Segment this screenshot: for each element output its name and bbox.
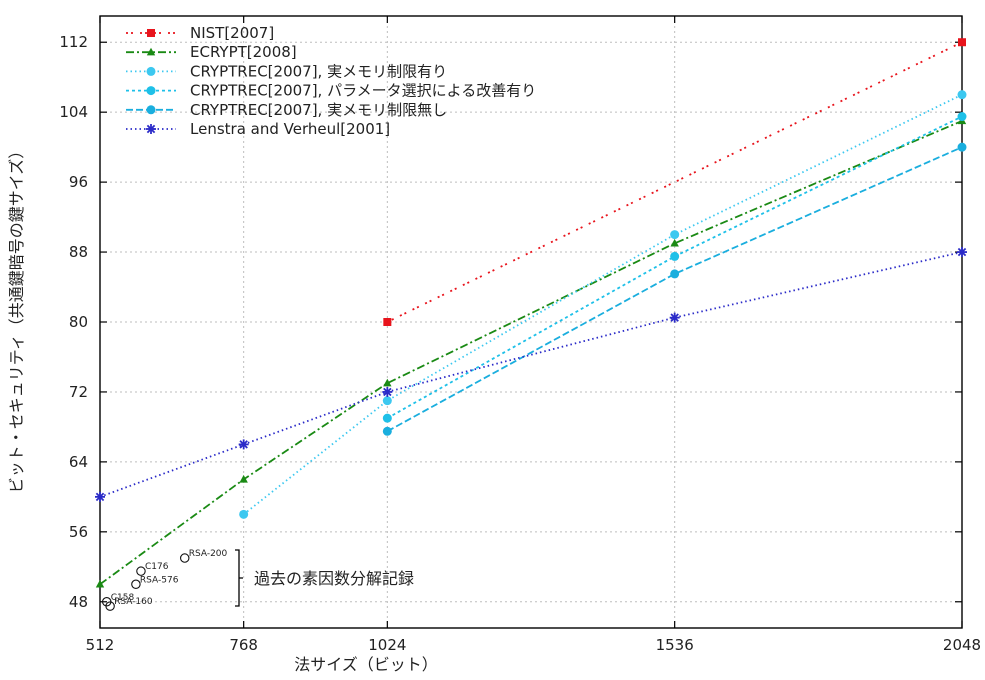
data-point	[239, 474, 248, 483]
legend-entry: CRYPTREC[2007], 実メモリ制限有り	[190, 62, 447, 80]
record-point	[136, 566, 146, 576]
x-axis-label: 法サイズ（ビット）	[294, 655, 438, 674]
star-stroke	[239, 440, 248, 449]
star-stroke	[957, 247, 967, 257]
record-point	[131, 579, 141, 590]
data-point	[670, 251, 680, 261]
series-line-5	[99, 251, 963, 498]
y-tick-label: 96	[69, 173, 88, 191]
record-label: RSA-576	[140, 575, 179, 585]
x-tick-label: 1024	[368, 636, 406, 654]
series-line-3	[386, 115, 963, 419]
legend-entry: CRYPTREC[2007], パラメータ選択による改善有り	[190, 82, 536, 100]
series-line-1	[99, 120, 963, 586]
y-tick-label: 48	[69, 593, 88, 611]
star-stroke	[670, 313, 679, 322]
data-point	[669, 312, 680, 323]
legend-marker	[147, 29, 155, 37]
data-point	[957, 90, 967, 100]
record-label: RSA-160	[114, 597, 153, 607]
data-point	[958, 38, 966, 47]
data-point	[238, 439, 249, 450]
data-point	[95, 491, 105, 502]
y-tick-label: 56	[69, 523, 88, 541]
series-line-2	[243, 93, 963, 516]
x-tick-label: 768	[229, 636, 258, 654]
axes: 48 56 64 72 80 88 96 104 112 512 768 1024 1536 2048	[59, 15, 981, 654]
data-point	[957, 112, 967, 122]
records-bracket	[235, 549, 243, 607]
x-tick-label: 2048	[943, 636, 981, 654]
x-tick-label: 1536	[656, 636, 694, 654]
record-label: RSA-200	[189, 549, 228, 559]
data-point	[382, 426, 392, 436]
star-stroke	[146, 124, 156, 134]
y-tick-label: 88	[69, 243, 88, 261]
legend-entry: NIST[2007]	[190, 24, 274, 42]
x-tick-label: 512	[86, 636, 115, 654]
y-tick-label: 64	[69, 453, 88, 471]
legend-marker	[146, 124, 156, 134]
data-point	[957, 142, 967, 152]
y-tick-label: 112	[59, 33, 88, 51]
data-point	[957, 247, 967, 258]
legend-marker	[146, 86, 156, 96]
y-tick-label: 80	[69, 313, 88, 331]
legend-entry: ECRYPT[2008]	[190, 43, 297, 61]
legend: NIST[2007]ECRYPT[2008]CRYPTREC[2007], 実メ…	[126, 24, 536, 138]
series-line-0	[386, 41, 963, 323]
data-point	[383, 378, 392, 387]
y-axis-label: ビット・セキュリティ（共通鍵暗号の鍵サイズ）	[7, 143, 26, 494]
star-stroke	[95, 492, 105, 502]
legend-entry: CRYPTREC[2007], 実メモリ制限無し	[190, 101, 447, 119]
y-tick-label: 72	[69, 383, 88, 401]
series-layer	[95, 38, 967, 588]
records-annotation: 過去の素因数分解記録	[254, 569, 414, 588]
data-point	[382, 386, 393, 397]
data-point	[670, 230, 680, 240]
data-point	[382, 413, 392, 423]
series-line-4	[386, 146, 963, 433]
record-label: C158	[111, 593, 135, 603]
data-point	[383, 318, 392, 326]
data-point	[670, 238, 679, 247]
y-tick-label: 104	[59, 103, 88, 121]
legend-marker	[146, 66, 156, 76]
data-point	[239, 509, 249, 519]
record-label: C176	[145, 562, 169, 572]
data-point	[95, 579, 105, 588]
legend-entry: Lenstra and Verheul[2001]	[190, 120, 390, 138]
legend-marker	[146, 47, 156, 56]
record-point	[179, 553, 190, 563]
data-point	[382, 396, 392, 406]
record-point	[105, 601, 115, 611]
data-point	[670, 269, 680, 279]
legend-marker	[146, 105, 156, 115]
star-stroke	[383, 387, 392, 397]
